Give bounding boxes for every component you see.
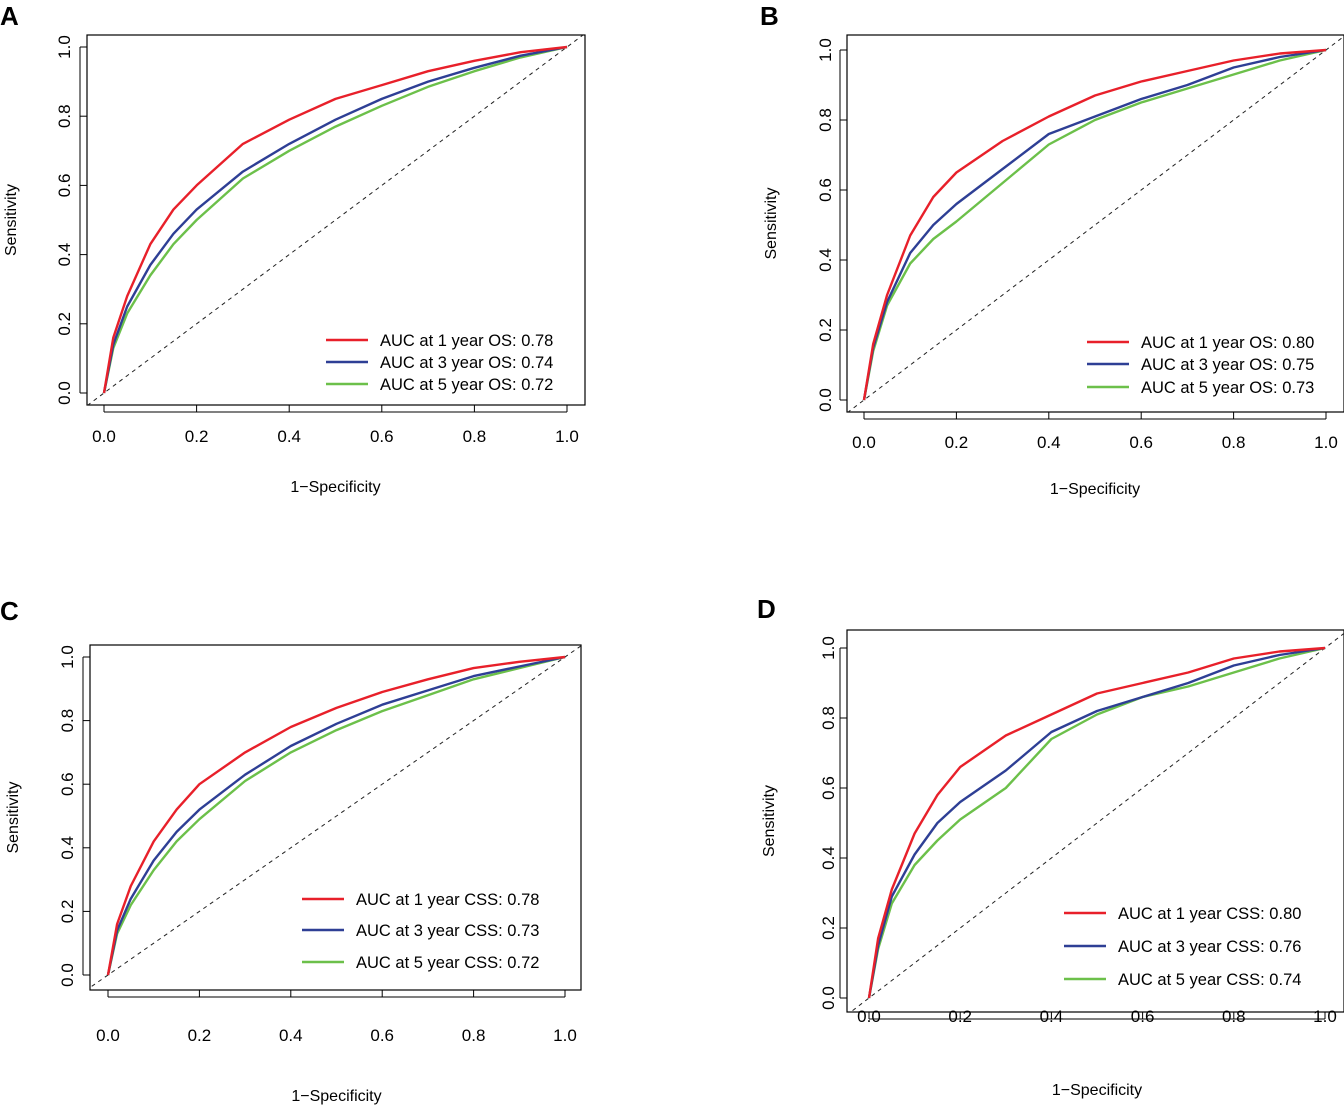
legend-entry: AUC at 5 year CSS: 0.72 (356, 954, 539, 972)
roc-curve-series-2 (867, 646, 1326, 999)
x-axis-title: 1−Specificity (290, 479, 380, 496)
roc-curve-series-2 (862, 48, 1327, 401)
x-tick-label: 0.6 (370, 1026, 394, 1045)
legend-entry: AUC at 5 year CSS: 0.74 (1118, 971, 1301, 989)
roc-panel-b: B 0.0 0.2 0.4 0.6 0.8 1.0 0.0 0.2 0.4 0.6 0.8 1.0 1−S… (760, 1, 1344, 498)
x-tick-label: 0.2 (945, 433, 969, 452)
y-tick-label: 0.4 (55, 243, 74, 267)
y-tick-label: 0.8 (58, 709, 77, 733)
legend-entry: AUC at 3 year OS: 0.75 (1141, 356, 1314, 374)
x-tick-label: 0.4 (279, 1026, 303, 1045)
roc-curve-series-2 (106, 655, 566, 976)
reference-diagonal-line (847, 35, 1344, 412)
plot-frame (86, 34, 586, 406)
legend-entry: AUC at 3 year OS: 0.74 (380, 354, 553, 372)
y-tick-label: 0.2 (58, 900, 77, 924)
roc-curve-series-3 (106, 655, 566, 976)
x-tick-label: 0.6 (1131, 1007, 1155, 1026)
y-tick-label: 0.8 (55, 104, 74, 128)
x-tick-label: 0.4 (1037, 433, 1061, 452)
plot-frame (846, 34, 1344, 413)
y-axis-title: Sensitivity (761, 785, 778, 857)
roc-panel-a: A 0.0 0.2 0.4 0.6 0.8 1.0 0.0 0.2 0.4 0.6 0.8 1.0 1−S… (0, 1, 586, 496)
y-tick-label: 1.0 (819, 636, 838, 660)
y-tick-label: 0.6 (58, 772, 77, 796)
x-tick-label: 0.8 (1222, 433, 1246, 452)
x-tick-label: 0.0 (852, 433, 876, 452)
x-tick-label: 0.4 (277, 427, 301, 446)
roc-curve-series-1 (867, 646, 1326, 999)
panel-label: D (757, 594, 776, 624)
y-axis-title: Sensitivity (763, 187, 780, 259)
y-tick-label: 0.2 (819, 916, 838, 940)
y-tick-label: 0.4 (819, 846, 838, 870)
y-tick-label: 0.0 (819, 986, 838, 1010)
y-tick-label: 0.2 (55, 312, 74, 336)
x-tick-label: 0.8 (1222, 1007, 1246, 1026)
roc-curve-series-3 (867, 646, 1326, 999)
x-tick-label: 0.6 (1129, 433, 1153, 452)
x-tick-label: 0.0 (96, 1026, 120, 1045)
roc-curve-series-3 (102, 45, 568, 394)
x-tick-label: 0.0 (92, 427, 116, 446)
y-tick-label: 0.8 (819, 706, 838, 730)
y-tick-label: 1.0 (55, 35, 74, 59)
y-tick-label: 0.6 (819, 776, 838, 800)
roc-curve-series-1 (862, 48, 1327, 401)
x-tick-label: 0.2 (948, 1007, 972, 1026)
x-tick-label: 0.8 (462, 1026, 486, 1045)
x-tick-label: 1.0 (555, 427, 579, 446)
x-tick-label: 1.0 (553, 1026, 577, 1045)
y-tick-label: 0.2 (816, 318, 835, 342)
legend-entry: AUC at 5 year OS: 0.73 (1141, 379, 1314, 397)
x-tick-label: 0.4 (1040, 1007, 1064, 1026)
y-tick-label: 0.6 (816, 178, 835, 202)
legend-entry: AUC at 3 year CSS: 0.76 (1118, 938, 1301, 956)
y-tick-label: 0.6 (55, 174, 74, 198)
y-tick-label: 0.0 (816, 388, 835, 412)
plot-frame (846, 629, 1344, 1013)
legend-entry: AUC at 1 year CSS: 0.78 (356, 891, 539, 909)
y-tick-label: 0.0 (58, 963, 77, 987)
y-tick-label: 0.0 (55, 381, 74, 405)
roc-curve-series-1 (102, 45, 568, 394)
y-tick-label: 0.8 (816, 108, 835, 132)
panel-label: A (0, 1, 19, 31)
x-axis-title: 1−Specificity (291, 1088, 381, 1105)
y-tick-label: 1.0 (816, 38, 835, 62)
y-tick-label: 0.4 (816, 248, 835, 272)
roc-curve-series-3 (862, 48, 1327, 401)
roc-panel-d: D 0.0 0.2 0.4 0.6 0.8 1.0 0.0 0.2 0.4 0.6 0.8 1.0 1−S… (757, 594, 1344, 1099)
x-tick-label: 1.0 (1313, 1007, 1337, 1026)
reference-diagonal-line (90, 645, 581, 989)
legend-entry: AUC at 1 year CSS: 0.80 (1118, 905, 1301, 923)
y-tick-label: 1.0 (58, 645, 77, 669)
roc-curve-series-1 (106, 655, 566, 976)
plot-frame (89, 644, 582, 991)
reference-diagonal-line (849, 632, 1344, 1012)
y-axis-title: Sensitivity (3, 184, 20, 256)
y-tick-label: 0.4 (58, 836, 77, 860)
panel-label: C (0, 596, 19, 626)
reference-diagonal-line (87, 35, 584, 405)
x-tick-label: 0.0 (857, 1007, 881, 1026)
x-axis-title: 1−Specificity (1052, 1082, 1142, 1099)
legend-entry: AUC at 1 year OS: 0.80 (1141, 334, 1314, 352)
y-axis-title: Sensitivity (5, 781, 22, 853)
x-tick-label: 0.2 (188, 1026, 212, 1045)
x-tick-label: 0.6 (370, 427, 394, 446)
x-tick-label: 0.8 (463, 427, 487, 446)
panel-label: B (760, 1, 779, 31)
x-tick-label: 1.0 (1314, 433, 1338, 452)
legend-entry: AUC at 5 year OS: 0.72 (380, 376, 553, 394)
x-tick-label: 0.2 (185, 427, 209, 446)
legend-entry: AUC at 3 year CSS: 0.73 (356, 922, 539, 940)
x-axis-title: 1−Specificity (1050, 481, 1140, 498)
legend-entry: AUC at 1 year OS: 0.78 (380, 332, 553, 350)
roc-panel-c: C 0.0 0.2 0.4 0.6 0.8 1.0 0.0 0.2 0.4 0.6 0.8 1.0 1−S… (0, 596, 582, 1105)
roc-curve-series-2 (102, 45, 568, 394)
